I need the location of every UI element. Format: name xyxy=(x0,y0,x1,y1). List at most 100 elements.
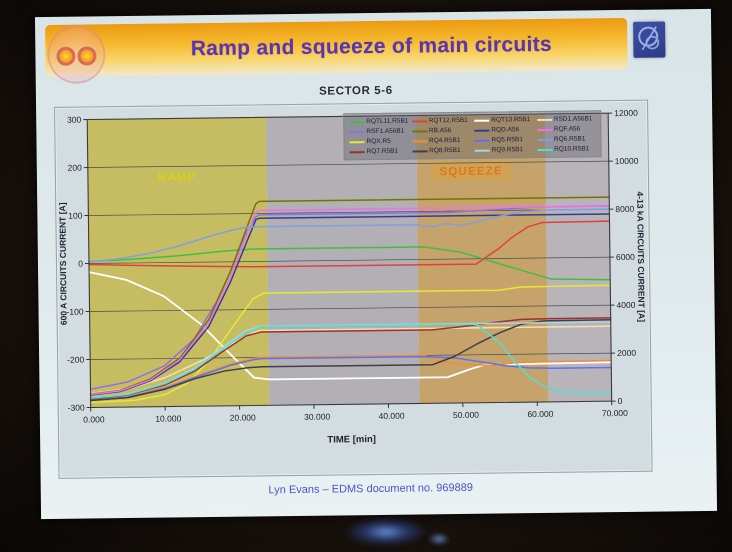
presentation-slide: Ramp and squeeze of main circuits SECTOR… xyxy=(34,8,718,520)
y-right-tick-label: 4000 xyxy=(616,300,635,310)
legend-item: RQ9.R5B1 xyxy=(474,146,534,154)
legend-swatch xyxy=(349,130,365,133)
series-RQT13.R5B1 xyxy=(88,271,613,381)
legend-label: RQ8.R5B1 xyxy=(429,146,461,155)
legend-item: RQ5.R5B1 xyxy=(474,136,533,144)
legend-item: RQT13.R5B1 xyxy=(474,116,533,124)
legend-label: RQD.A56 xyxy=(491,126,520,134)
y-right-axis-title: 4-13 kA CIRCUITS CURRENT [A] xyxy=(635,191,647,322)
series-RQX.R5 xyxy=(89,284,612,404)
legend-label: RQT12.R5B1 xyxy=(428,116,468,125)
x-tick-label: 10.000 xyxy=(155,413,181,423)
legend-item: RSF1.A56B1 xyxy=(349,128,408,136)
x-axis-title: TIME [min] xyxy=(327,434,376,446)
series-RQT12.R5B1 xyxy=(88,220,611,268)
legend-label: RSF1.A56B1 xyxy=(366,127,405,136)
legend-label: RQ5.R5B1 xyxy=(491,136,523,144)
gridline xyxy=(88,208,610,216)
series-RQ8.R5B1 xyxy=(89,318,612,402)
header-banner: Ramp and squeeze of main circuits xyxy=(45,17,628,78)
gridline xyxy=(89,304,611,312)
series-RQF.A56 xyxy=(89,205,611,396)
legend-swatch xyxy=(474,119,490,122)
y-left-tick-label: 300 xyxy=(67,115,82,125)
chart-title: SECTOR 5-6 xyxy=(319,84,393,98)
y-left-tick-label: 100 xyxy=(68,211,83,221)
phase-label-box xyxy=(431,161,512,182)
series-RQ10.R5B1 xyxy=(89,323,613,399)
slide-title: Ramp and squeeze of main circuits xyxy=(190,32,553,61)
legend-item: RSD1.A56B1 xyxy=(536,115,596,123)
projector-glow xyxy=(344,518,428,546)
legend-item: RQ4.R5B1 xyxy=(411,136,471,145)
chart-legend: RQTL11.R5B1 RQT12.R5B1 RQT13.R5B1 RSD1.A56B… xyxy=(343,110,602,161)
legend-label: RSD1.A56B1 xyxy=(553,115,593,123)
legend-item: RQD.A56 xyxy=(474,126,533,134)
series-RQTL11.R5B1 xyxy=(88,246,611,281)
legend-label: RQ4.R5B1 xyxy=(428,136,461,145)
legend-swatch xyxy=(411,139,428,143)
legend-label: RQTL11.R5B1 xyxy=(366,117,408,126)
legend-label: RQ9.R5B1 xyxy=(491,146,524,154)
legend-swatch xyxy=(349,120,365,123)
y-right-tick-label: 10000 xyxy=(615,156,639,166)
series-RQ5.R5B1 xyxy=(89,355,613,401)
y-left-axis-title: 600 A CIRCUITS CURRENT [A] xyxy=(57,202,68,325)
phase-label: RAMP xyxy=(158,172,197,184)
legend-item: RQT12.R5B1 xyxy=(411,116,471,125)
lhc-logo-aperture-left-icon xyxy=(56,46,76,66)
x-tick-label: 30.000 xyxy=(304,412,330,422)
legend-swatch xyxy=(536,118,552,121)
legend-swatch xyxy=(411,129,427,133)
legend-item: RQX.R5 xyxy=(349,138,408,146)
legend-item: RB.A56 xyxy=(411,127,471,135)
legend-item: RQTL11.R5B1 xyxy=(349,118,408,126)
x-tick-label: 40.000 xyxy=(379,411,405,421)
y-left-tick-label: -100 xyxy=(66,307,83,317)
y-left-tick-label: 0 xyxy=(78,259,83,269)
legend-label: RQ6.R5B1 xyxy=(553,135,586,143)
chart-canvas: RAMP SQUEEZE 0.000 10.000 20.000 30.000 40.000… xyxy=(57,108,647,446)
chart-panel: RAMP SQUEEZE 0.000 10.000 20.000 30.000 40.000… xyxy=(54,99,653,479)
y-right-tick-label: 6000 xyxy=(616,252,635,262)
legend-item: RQ10.R5B1 xyxy=(537,145,596,153)
cern-logo-icon xyxy=(633,21,666,58)
legend-label: RQF.A56 xyxy=(553,125,581,133)
legend-item: RQ8.R5B1 xyxy=(412,147,471,155)
y-right-tick-label: 0 xyxy=(618,396,623,406)
legend-label: RQX.R5 xyxy=(366,137,391,146)
legend-item: RQ7.R5B1 xyxy=(349,147,409,156)
legend-swatch xyxy=(474,149,490,152)
y-left-tick-label: -300 xyxy=(68,403,85,413)
legend-label: RQ7.R5B1 xyxy=(366,147,399,156)
series-RQ7.R5B1 xyxy=(89,317,612,400)
legend-swatch xyxy=(474,139,490,142)
series-RSF1.A56B1 xyxy=(89,204,611,391)
legend-item: RQ6.R5B1 xyxy=(536,135,596,143)
x-tick-label: 20.000 xyxy=(230,412,256,422)
gridline xyxy=(88,256,610,264)
lhc-logo-aperture-right-icon xyxy=(77,46,97,66)
legend-swatch xyxy=(536,128,552,131)
projector-glow-small xyxy=(428,533,450,545)
y-left-tick-label: -200 xyxy=(67,355,84,365)
footer-credit: Lyn Evans – EDMS document no. 969889 xyxy=(268,481,474,497)
phase-label: SQUEEZE xyxy=(439,165,503,178)
y-right-tick-label: 2000 xyxy=(617,348,636,358)
legend-swatch xyxy=(349,140,365,143)
legend-swatch xyxy=(349,150,365,153)
x-tick-label: 60.000 xyxy=(527,409,553,419)
series-RQ4.R5B1 xyxy=(89,354,612,401)
x-tick-label: 70.000 xyxy=(602,408,628,418)
series-RQD.A56 xyxy=(89,213,611,396)
legend-swatch xyxy=(474,129,490,132)
legend-label: RQT13.R5B1 xyxy=(491,116,531,124)
y-right-tick-label: 12000 xyxy=(614,108,638,118)
legend-swatch xyxy=(536,138,553,141)
y-right-tick-label: 8000 xyxy=(615,204,634,214)
x-tick-label: 50.000 xyxy=(453,410,479,420)
legend-item: RQF.A56 xyxy=(536,125,596,133)
series-RQ6.R5B1 xyxy=(88,208,611,263)
legend-swatch xyxy=(412,149,428,153)
